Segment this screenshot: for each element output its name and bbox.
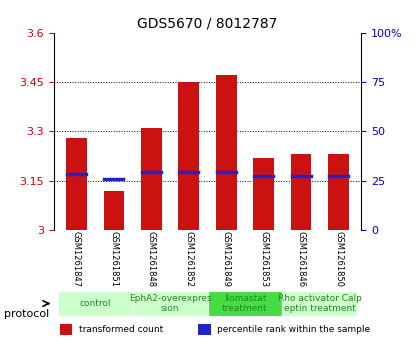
Text: percentile rank within the sample: percentile rank within the sample bbox=[217, 325, 370, 334]
Text: GSM1261851: GSM1261851 bbox=[110, 231, 118, 287]
Bar bbox=[60, 324, 72, 335]
Title: GDS5670 / 8012787: GDS5670 / 8012787 bbox=[137, 16, 278, 30]
Text: GSM1261849: GSM1261849 bbox=[222, 231, 231, 287]
FancyBboxPatch shape bbox=[133, 291, 208, 315]
Bar bbox=[216, 76, 237, 230]
Text: GSM1261852: GSM1261852 bbox=[184, 231, 193, 287]
Bar bbox=[328, 154, 349, 230]
Bar bbox=[254, 158, 274, 230]
FancyBboxPatch shape bbox=[282, 291, 357, 315]
Text: GSM1261853: GSM1261853 bbox=[259, 231, 268, 287]
Text: GSM1261848: GSM1261848 bbox=[147, 231, 156, 287]
Bar bbox=[66, 138, 87, 230]
Bar bbox=[198, 324, 210, 335]
Text: control: control bbox=[79, 299, 111, 308]
FancyBboxPatch shape bbox=[58, 291, 133, 315]
Bar bbox=[291, 154, 311, 230]
Text: protocol: protocol bbox=[4, 309, 49, 319]
Text: GSM1261846: GSM1261846 bbox=[297, 231, 305, 287]
Bar bbox=[104, 191, 124, 230]
Bar bbox=[141, 128, 161, 230]
Text: Ilomastat
treatment: Ilomastat treatment bbox=[222, 294, 268, 313]
Text: transformed count: transformed count bbox=[78, 325, 163, 334]
Bar bbox=[178, 82, 199, 230]
FancyBboxPatch shape bbox=[208, 291, 282, 315]
Text: GSM1261850: GSM1261850 bbox=[334, 231, 343, 287]
Text: EphA2-overexpres
sion: EphA2-overexpres sion bbox=[129, 294, 211, 313]
Text: Rho activator Calp
eptin treatment: Rho activator Calp eptin treatment bbox=[278, 294, 362, 313]
Text: GSM1261847: GSM1261847 bbox=[72, 231, 81, 287]
